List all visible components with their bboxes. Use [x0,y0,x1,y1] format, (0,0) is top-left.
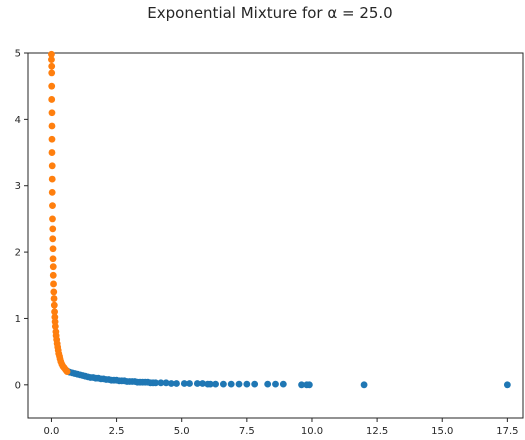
data-point-blue [167,380,175,387]
axes: 0.0 2.5 5.0 7.5 10.0 12.5 15.0 17.5 0 1 2 3 4 5 [15,49,524,437]
data-point-blue [206,380,214,388]
data-point-blue [157,379,165,387]
x-tick-label: 10.0 [301,426,323,437]
data-point-blue [272,380,279,388]
data-point-orange [49,263,57,271]
data-point-blue [162,379,170,387]
data-point-orange [50,295,58,302]
data-point-blue [219,380,227,388]
data-point-blue [235,380,243,388]
plot-frame [27,52,524,419]
data-point-orange [63,368,71,375]
data-point-blue [152,379,160,387]
data-point-blue [227,380,235,388]
data-point-orange [51,308,58,316]
data-point-orange [49,225,57,233]
data-point-orange [48,50,55,58]
data-point-orange [48,149,56,156]
data-point-orange [49,271,57,279]
y-tick-label: 3 [15,181,21,192]
data-point-blue [193,380,201,387]
data-point-orange [49,255,57,263]
data-point-orange [48,175,56,183]
data-point-orange [48,109,56,117]
data-point-orange [49,202,56,210]
data-point-blue [173,380,180,387]
x-tick-label: 17.5 [496,426,518,437]
data-point-orange [48,135,56,143]
data-point-blue [279,380,287,388]
x-tick-label: 5.0 [174,426,190,437]
data-point-blue [180,380,188,387]
data-point-orange [49,245,57,253]
x-tick-label: 12.5 [366,426,388,437]
data-point-orange [48,56,55,64]
data-point-orange [49,235,57,243]
data-point-orange [48,62,56,70]
data-point-blue [251,380,259,388]
points [48,50,511,389]
data-point-blue [298,381,305,389]
data-point-orange [50,280,57,288]
data-point-blue [503,381,511,389]
data-point-blue [243,380,251,388]
data-point-orange [48,69,56,77]
data-point-orange [48,96,56,103]
x-tick-label: 15.0 [431,426,453,437]
data-point-orange [49,215,56,223]
data-point-blue [186,380,193,387]
data-point-blue [212,380,219,388]
data-point-orange [48,162,56,170]
data-point-orange [48,188,56,196]
y-tick-label: 1 [15,314,21,325]
data-point-orange [50,288,58,296]
data-point-orange [51,323,59,330]
x-tick-label: 7.5 [239,426,255,437]
data-point-blue [199,380,206,387]
data-point-orange [48,122,56,130]
data-point-orange [50,301,58,309]
y-tick-label: 0 [15,380,21,391]
x-tick-label: 0.0 [43,426,59,437]
data-point-blue [264,380,272,388]
data-point-blue [305,381,313,389]
data-point-orange [48,82,56,90]
y-tick-label: 2 [15,248,21,259]
y-tick-label: 5 [15,49,21,60]
data-point-blue [360,381,368,389]
x-tick-label: 2.5 [109,426,125,437]
chart-title: Exponential Mixture for α = 25.0 [147,4,393,22]
y-tick-label: 4 [15,115,21,126]
